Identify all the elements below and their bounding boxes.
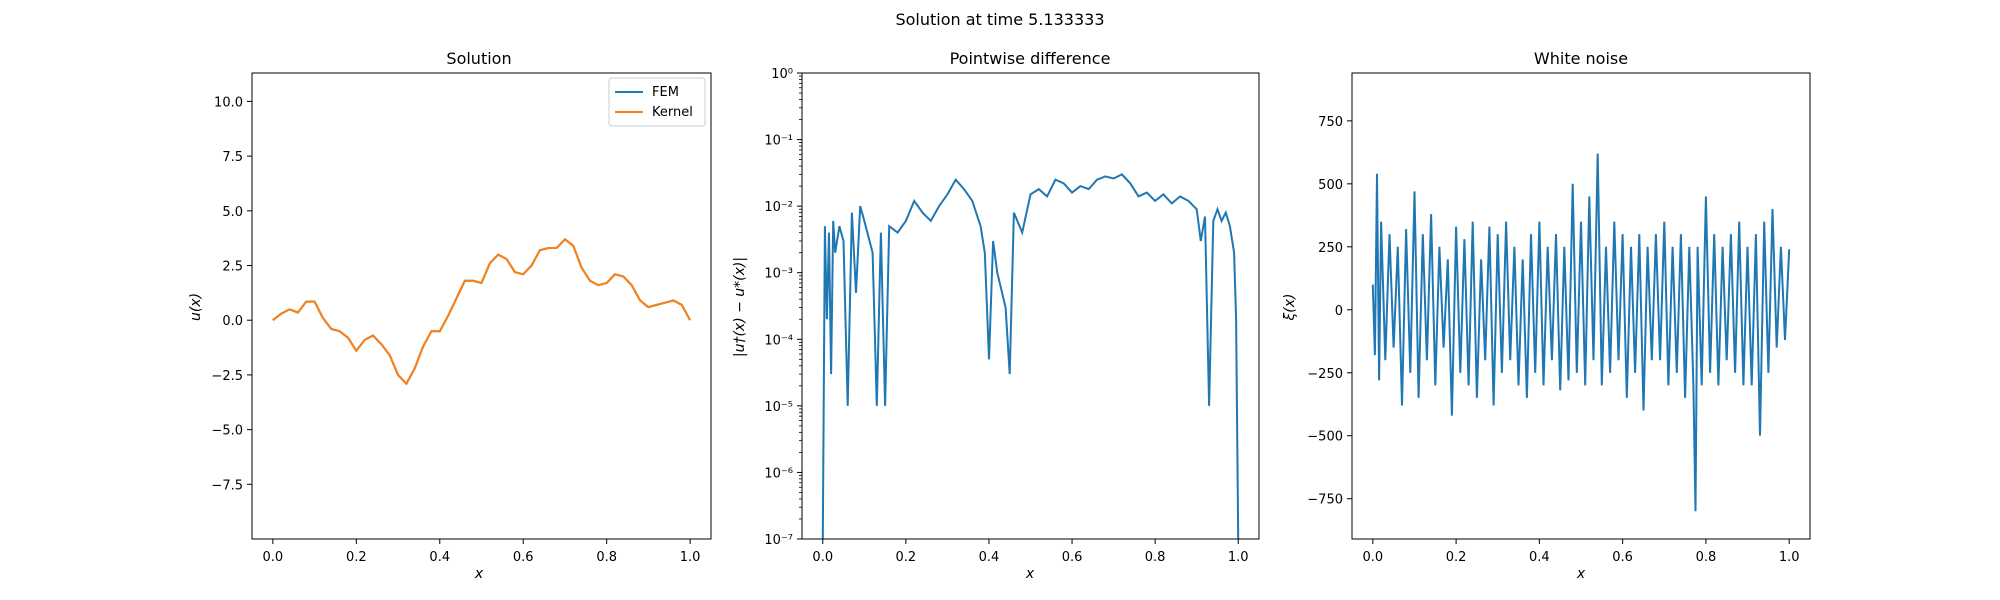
series-kernel-line xyxy=(272,237,691,386)
panel-noise-xtick: 0.8 xyxy=(1696,550,1717,565)
panel-solution-ylabel: u(x) xyxy=(188,293,204,321)
panel-noise-ytick: 0 xyxy=(1335,304,1343,319)
panel-noise-axes-frame xyxy=(1351,72,1811,540)
panel-difference-xtick: 1.0 xyxy=(1228,550,1249,565)
panel-difference-ylabel: |u†(x) − u*(x)| xyxy=(732,257,748,357)
panel-difference-xtick: 0.2 xyxy=(896,550,917,565)
panel-difference-xtick: 0.6 xyxy=(1062,550,1083,565)
panel-solution-ytick: 2.5 xyxy=(222,260,243,275)
legend-kernel-label: Kernel xyxy=(652,105,693,120)
panel-noise-xlabel: x xyxy=(1576,566,1586,582)
panel-pointwise-difference: Pointwise difference x |u†(x) − u*(x)| 1… xyxy=(732,49,1260,582)
panel-noise-xtick: 0.6 xyxy=(1612,550,1633,565)
panel-noise-series-line xyxy=(1371,153,1791,512)
panel-solution-xlabel: x xyxy=(474,566,484,582)
panel-solution-ytick: 10.0 xyxy=(214,95,243,110)
legend-box xyxy=(608,77,706,127)
panel-difference-ytick: 10⁰ xyxy=(771,67,793,82)
panel-solution-title: Solution xyxy=(446,49,511,68)
panel-noise-xtick: 0.0 xyxy=(1362,550,1383,565)
panel-noise-xtick: 0.4 xyxy=(1529,550,1550,565)
panel-solution-axes-frame xyxy=(251,72,712,540)
series-fem-line xyxy=(272,237,691,386)
panel-solution-xtick: 0.6 xyxy=(513,550,534,565)
panel-solution-ytick: −5.0 xyxy=(211,424,243,439)
panel-difference-ytick: 10⁻⁷ xyxy=(764,533,793,548)
panel-difference-ytick: 10⁻² xyxy=(764,200,793,215)
panel-solution-ytick: −2.5 xyxy=(211,369,243,384)
panel-white-noise: White noise x ξ(x) 750 500 250 0 −250 −5… xyxy=(1282,49,1811,582)
panel-noise-title: White noise xyxy=(1534,49,1628,68)
panel-difference-xlabel: x xyxy=(1025,566,1035,582)
panel-difference-axes-frame xyxy=(801,72,1260,540)
panel-solution-xtick: 0.8 xyxy=(596,550,617,565)
panel-difference-series-line xyxy=(821,173,1240,539)
legend: FEM Kernel xyxy=(608,77,706,127)
panel-solution-ytick: 7.5 xyxy=(222,150,243,165)
panel-difference-ytick: 10⁻⁵ xyxy=(764,400,793,415)
panel-solution-ytick: −7.5 xyxy=(211,478,243,493)
panel-solution-xtick: 1.0 xyxy=(680,550,701,565)
panel-difference-xtick: 0.4 xyxy=(979,550,1000,565)
panel-noise-ylabel: ξ(x) xyxy=(1282,293,1298,321)
panel-noise-xtick: 1.0 xyxy=(1779,550,1800,565)
panel-noise-xtick: 0.2 xyxy=(1446,550,1467,565)
panel-noise-ytick: 250 xyxy=(1318,241,1343,256)
panel-solution-xtick: 0.2 xyxy=(346,550,367,565)
panel-difference-ytick: 10⁻¹ xyxy=(764,134,793,149)
panel-noise-ytick: −750 xyxy=(1307,493,1343,508)
panel-difference-title: Pointwise difference xyxy=(950,49,1111,68)
panel-difference-xtick: 0.8 xyxy=(1145,550,1166,565)
panel-difference-ytick: 10⁻³ xyxy=(764,267,793,282)
legend-fem-label: FEM xyxy=(652,85,679,100)
panel-difference-ytick: 10⁻⁴ xyxy=(764,333,793,348)
panel-noise-ytick: 750 xyxy=(1318,115,1343,130)
panel-solution-ytick: 0.0 xyxy=(222,314,243,329)
panel-noise-ytick: −500 xyxy=(1307,430,1343,445)
panel-noise-ytick: −250 xyxy=(1307,367,1343,382)
panel-difference-xtick: 0.0 xyxy=(812,550,833,565)
figure-suptitle: Solution at time 5.133333 xyxy=(895,10,1104,29)
panel-solution: Solution x u(x) 10.0 7.5 5.0 2.5 0.0 −2.… xyxy=(188,49,712,582)
panel-solution-ytick: 5.0 xyxy=(222,205,243,220)
panel-noise-ytick: 500 xyxy=(1318,178,1343,193)
panel-solution-xtick: 0.4 xyxy=(429,550,450,565)
panel-solution-xtick: 0.0 xyxy=(263,550,284,565)
panel-difference-ytick: 10⁻⁶ xyxy=(764,466,793,481)
